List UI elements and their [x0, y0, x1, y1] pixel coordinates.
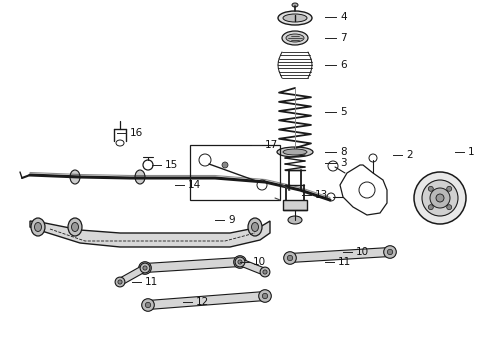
Ellipse shape — [287, 255, 293, 261]
Ellipse shape — [278, 11, 312, 25]
Polygon shape — [145, 257, 240, 273]
Circle shape — [428, 186, 433, 191]
Ellipse shape — [262, 293, 268, 299]
Circle shape — [414, 172, 466, 224]
Ellipse shape — [72, 222, 78, 231]
Text: 4: 4 — [340, 12, 346, 22]
Ellipse shape — [34, 222, 42, 231]
Text: 13: 13 — [315, 190, 328, 200]
Ellipse shape — [146, 302, 151, 308]
Ellipse shape — [248, 218, 262, 236]
Text: 11: 11 — [145, 277, 158, 287]
Ellipse shape — [234, 256, 246, 268]
Text: 7: 7 — [340, 33, 346, 43]
Ellipse shape — [283, 149, 307, 155]
Text: 15: 15 — [165, 160, 178, 170]
Ellipse shape — [31, 218, 45, 236]
Ellipse shape — [277, 147, 313, 157]
Ellipse shape — [118, 280, 122, 284]
Polygon shape — [118, 265, 147, 285]
Polygon shape — [147, 292, 266, 310]
Ellipse shape — [286, 34, 304, 42]
Bar — [190, 145, 280, 200]
Circle shape — [430, 188, 450, 208]
Ellipse shape — [292, 3, 298, 7]
Text: 12: 12 — [196, 297, 209, 307]
Ellipse shape — [235, 257, 245, 267]
Text: 6: 6 — [340, 60, 346, 70]
Circle shape — [222, 162, 228, 168]
Ellipse shape — [143, 266, 147, 270]
Ellipse shape — [115, 277, 125, 287]
FancyBboxPatch shape — [283, 200, 307, 210]
Ellipse shape — [260, 267, 270, 277]
Ellipse shape — [387, 249, 392, 255]
Text: 8: 8 — [340, 147, 346, 157]
Ellipse shape — [284, 252, 296, 264]
Text: 14: 14 — [188, 180, 201, 190]
Text: 5: 5 — [340, 107, 346, 117]
Ellipse shape — [288, 216, 302, 224]
Ellipse shape — [139, 262, 151, 274]
Text: 1: 1 — [468, 147, 475, 157]
Text: 3: 3 — [340, 158, 346, 168]
Ellipse shape — [68, 218, 82, 236]
Ellipse shape — [142, 299, 154, 311]
Ellipse shape — [283, 14, 307, 22]
Polygon shape — [30, 221, 270, 247]
Ellipse shape — [282, 31, 308, 45]
Ellipse shape — [384, 246, 396, 258]
Ellipse shape — [135, 170, 145, 184]
Polygon shape — [290, 248, 390, 262]
Text: 17: 17 — [265, 140, 278, 150]
Text: 9: 9 — [228, 215, 235, 225]
Circle shape — [422, 180, 458, 216]
Circle shape — [447, 205, 452, 210]
Circle shape — [428, 205, 433, 210]
Text: 2: 2 — [406, 150, 413, 160]
Polygon shape — [239, 259, 266, 275]
Ellipse shape — [142, 265, 147, 271]
Circle shape — [447, 186, 452, 191]
Ellipse shape — [263, 270, 267, 274]
Ellipse shape — [237, 259, 243, 265]
Ellipse shape — [238, 260, 242, 264]
Ellipse shape — [259, 290, 271, 302]
Text: 10: 10 — [253, 257, 266, 267]
Ellipse shape — [251, 222, 259, 231]
Circle shape — [436, 194, 444, 202]
Text: 10: 10 — [356, 247, 369, 257]
Ellipse shape — [140, 263, 150, 273]
Text: 11: 11 — [338, 257, 351, 267]
Text: 16: 16 — [130, 128, 143, 138]
Ellipse shape — [70, 170, 80, 184]
